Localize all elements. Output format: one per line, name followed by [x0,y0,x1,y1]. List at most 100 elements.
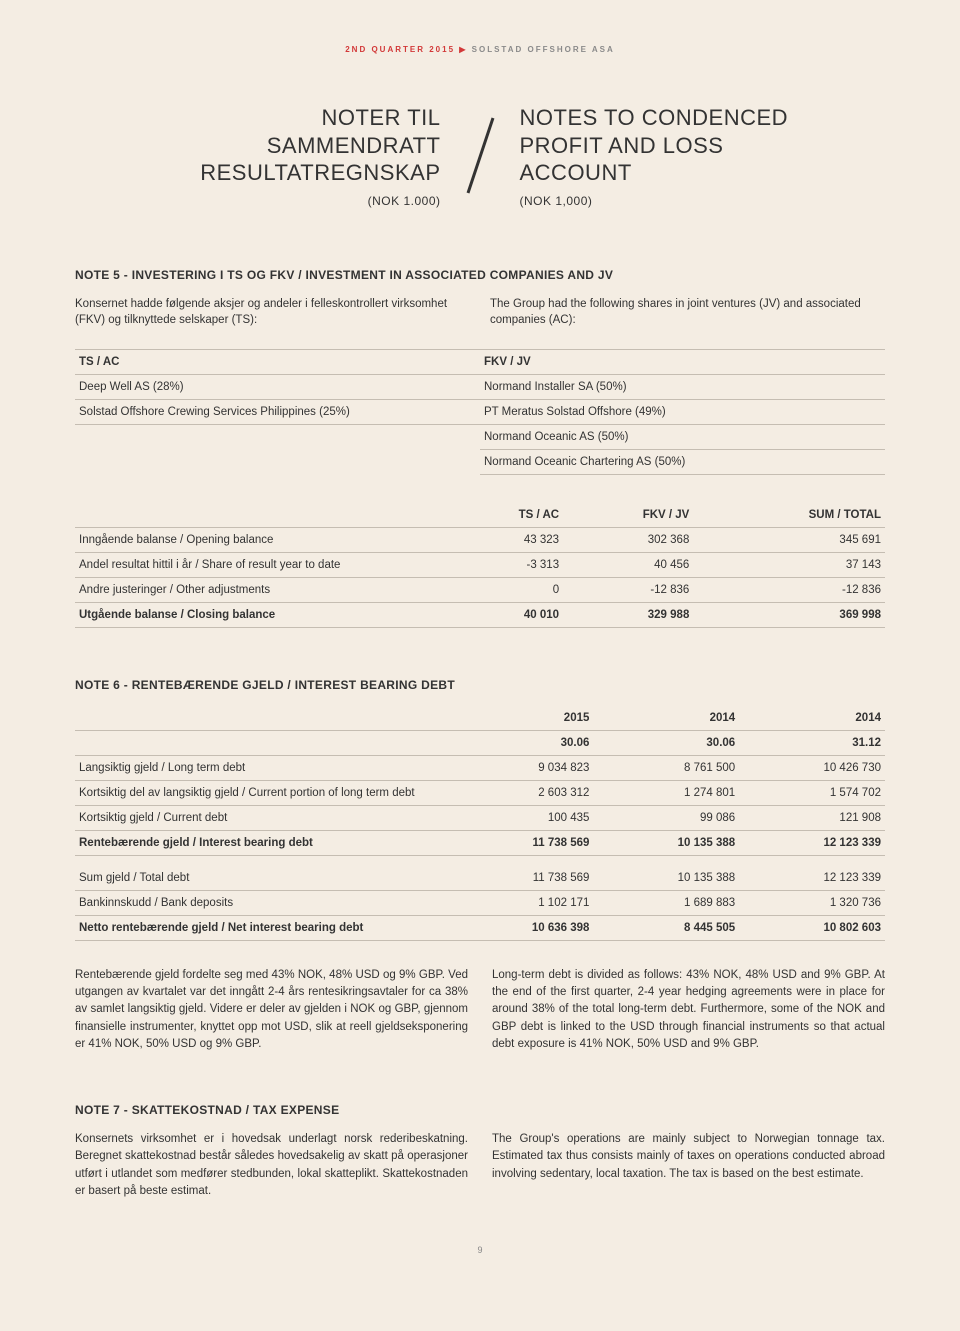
title-left-column: NOTER TIL SAMMENDRATT RESULTATREGNSKAP (… [161,104,453,208]
table-cell-value: -12 836 [563,577,693,602]
page-container: 2ND QUARTER 2015 ▶ SOLSTAD OFFSHORE ASA … [0,0,960,1280]
table-cell-value: 8 761 500 [593,755,739,780]
title-right-sub: (NOK 1,000) [520,194,800,208]
note6-table: 2015 2014 2014 30.06 30.06 31.12 Langsik… [75,706,885,941]
note6-section: NOTE 6 - RENTEBÆRENDE GJELD / INTEREST B… [75,678,885,1053]
title-block: NOTER TIL SAMMENDRATT RESULTATREGNSKAP (… [75,104,885,208]
title-left-heading: NOTER TIL SAMMENDRATT RESULTATREGNSKAP [161,104,441,187]
table-cell-value: 121 908 [739,805,885,830]
table-cell-value: 302 368 [563,527,693,552]
table-row: Sum gjeld / Total debt11 738 56910 135 3… [75,866,885,891]
table-cell-value: -12 836 [693,577,885,602]
table-header-cell: 2014 [739,706,885,731]
table-header-cell [75,503,448,528]
note5-listing: TS / AC Deep Well AS (28%) Solstad Offsh… [75,349,885,475]
table-cell-value: 9 034 823 [448,755,594,780]
table-cell-label: Langsiktig gjeld / Long term debt [75,755,448,780]
note6-paragraphs: Rentebærende gjeld fordelte seg med 43% … [75,967,885,1053]
table-cell-label: Kortsiktig del av langsiktig gjeld / Cur… [75,780,448,805]
table-cell-value: 99 086 [593,805,739,830]
table-cell-label: Inngående balanse / Opening balance [75,527,448,552]
table-row: Utgående balanse / Closing balance40 010… [75,602,885,627]
table-cell-value: 345 691 [693,527,885,552]
table-cell-value: 8 445 505 [593,915,739,940]
table-row: Andel resultat hittil i år / Share of re… [75,552,885,577]
table-cell-label: Utgående balanse / Closing balance [75,602,448,627]
table-header-cell: 30.06 [448,730,594,755]
note7-title: NOTE 7 - SKATTEKOSTNAD / TAX EXPENSE [75,1103,885,1117]
note5-listing-left: TS / AC Deep Well AS (28%) Solstad Offsh… [75,350,480,475]
table-cell-value: 1 320 736 [739,890,885,915]
table-cell-value: 10 636 398 [448,915,594,940]
table-header-cell: 2014 [593,706,739,731]
note6-para-left: Rentebærende gjeld fordelte seg med 43% … [75,967,468,1053]
table-cell-value: 12 123 339 [739,830,885,855]
table-header-cell: 31.12 [739,730,885,755]
table-header-cell: 30.06 [593,730,739,755]
table-cell-label: Sum gjeld / Total debt [75,866,448,891]
note5-intro-left: Konsernet hadde følgende aksjer og andel… [75,296,470,329]
header-quarter: 2ND QUARTER 2015 [345,45,455,54]
title-divider-icon [453,113,508,198]
title-right-heading: NOTES TO CONDENCED PROFIT AND LOSS ACCOU… [520,104,800,187]
table-row: Andre justeringer / Other adjustments0-1… [75,577,885,602]
note7-para-left: Konsernets virksomhet er i hovedsak unde… [75,1131,468,1200]
document-header: 2ND QUARTER 2015 ▶ SOLSTAD OFFSHORE ASA [75,45,885,54]
note5-title: NOTE 5 - INVESTERING I TS OG FKV / INVES… [75,268,885,282]
table-cell-value: 40 010 [448,602,564,627]
note5-listing-left-row: Deep Well AS (28%) [75,375,480,400]
table-header-cell: TS / AC [448,503,564,528]
note5-balance-table: TS / AC FKV / JV SUM / TOTAL Inngående b… [75,503,885,628]
header-arrow-icon: ▶ [459,45,471,54]
note5-listing-left-row: Solstad Offshore Crewing Services Philip… [75,400,480,425]
table-cell-value: 100 435 [448,805,594,830]
note6-title: NOTE 6 - RENTEBÆRENDE GJELD / INTEREST B… [75,678,885,692]
table-cell-value: -3 313 [448,552,564,577]
note5-listing-right-row: Normand Installer SA (50%) [480,375,885,400]
note7-paragraphs: Konsernets virksomhet er i hovedsak unde… [75,1131,885,1200]
table-row: Kortsiktig del av langsiktig gjeld / Cur… [75,780,885,805]
note5-listing-right-row: Normand Oceanic Chartering AS (50%) [480,450,885,475]
table-cell-value: 10 135 388 [593,830,739,855]
title-left-line1: NOTER TIL SAMMENDRATT [267,105,441,158]
table-cell-value: 40 456 [563,552,693,577]
table-header-cell: FKV / JV [563,503,693,528]
table-row: Langsiktig gjeld / Long term debt9 034 8… [75,755,885,780]
table-cell-label: Kortsiktig gjeld / Current debt [75,805,448,830]
table-cell-label: Andel resultat hittil i år / Share of re… [75,552,448,577]
table-row: Kortsiktig gjeld / Current debt100 43599… [75,805,885,830]
title-left-line2: RESULTATREGNSKAP [200,160,440,185]
note5-section: NOTE 5 - INVESTERING I TS OG FKV / INVES… [75,268,885,628]
title-right-column: NOTES TO CONDENCED PROFIT AND LOSS ACCOU… [508,104,800,208]
table-cell-value: 329 988 [563,602,693,627]
note5-intro: Konsernet hadde følgende aksjer og andel… [75,296,885,329]
table-cell-value: 11 738 569 [448,866,594,891]
table-header-cell: 2015 [448,706,594,731]
table-cell-value: 10 426 730 [739,755,885,780]
table-row: Rentebærende gjeld / Interest bearing de… [75,830,885,855]
table-header-row: TS / AC FKV / JV SUM / TOTAL [75,503,885,528]
table-cell-value: 11 738 569 [448,830,594,855]
table-cell-value: 0 [448,577,564,602]
table-header-row: 2015 2014 2014 [75,706,885,731]
table-cell-value: 1 574 702 [739,780,885,805]
table-row: Bankinnskudd / Bank deposits1 102 1711 6… [75,890,885,915]
table-cell-value: 369 998 [693,602,885,627]
table-cell-value: 1 274 801 [593,780,739,805]
table-cell-label: Bankinnskudd / Bank deposits [75,890,448,915]
table-cell-value: 12 123 339 [739,866,885,891]
table-cell-value: 10 135 388 [593,866,739,891]
table-cell-label: Rentebærende gjeld / Interest bearing de… [75,830,448,855]
note5-listing-right-row: Normand Oceanic AS (50%) [480,425,885,450]
title-right-line1: NOTES TO CONDENCED [520,105,789,130]
table-cell-label: Netto rentebærende gjeld / Net interest … [75,915,448,940]
table-cell-value: 43 323 [448,527,564,552]
table-row: Netto rentebærende gjeld / Net interest … [75,915,885,940]
note7-para-right: The Group's operations are mainly subjec… [492,1131,885,1200]
note5-listing-right: FKV / JV Normand Installer SA (50%) PT M… [480,350,885,475]
note7-section: NOTE 7 - SKATTEKOSTNAD / TAX EXPENSE Kon… [75,1103,885,1200]
table-header-cell [75,706,448,731]
table-cell-value: 1 102 171 [448,890,594,915]
title-right-line2: PROFIT AND LOSS ACCOUNT [520,133,724,186]
note5-listing-left-header: TS / AC [75,350,480,375]
